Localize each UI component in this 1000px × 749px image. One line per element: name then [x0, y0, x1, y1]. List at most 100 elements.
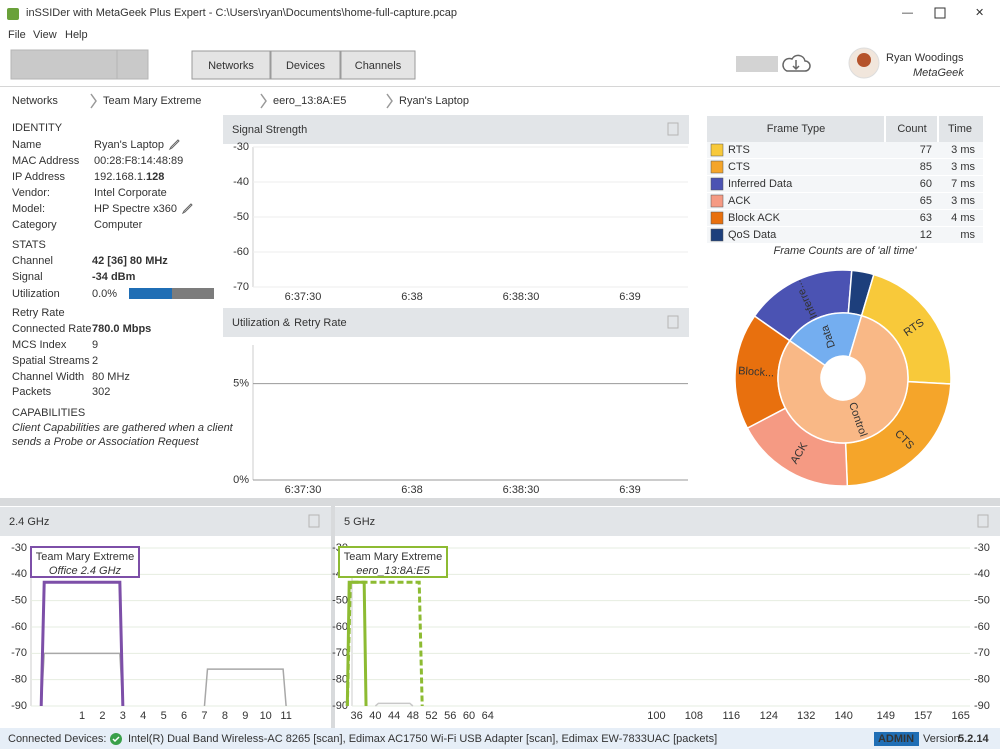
x-tick-label: 52: [425, 710, 437, 722]
x-tick-label: 108: [685, 710, 703, 722]
frame-type: CTS: [728, 161, 750, 173]
network-label-box[interactable]: [338, 546, 448, 578]
status-devices: Intel(R) Dual Band Wireless-AC 8265 [sca…: [128, 733, 717, 745]
close-button[interactable]: ✕: [975, 7, 984, 19]
x-tick-label: 56: [444, 710, 456, 722]
tab-button[interactable]: [340, 50, 416, 80]
disabled-button: [10, 49, 149, 80]
breadcrumb-item[interactable]: Team Mary Extreme: [103, 95, 201, 107]
minimize-button[interactable]: —: [902, 7, 913, 19]
x-tick-label: 6:39: [619, 291, 640, 303]
sunburst-inner[interactable]: [777, 314, 909, 444]
row-bg: [707, 210, 983, 226]
y-tick-label: -30: [11, 542, 27, 554]
network-ssid: Team Mary Extreme: [36, 551, 134, 563]
y-tick-label: -90: [332, 700, 348, 712]
field-value: 80 MHz: [92, 371, 130, 383]
splitter: [331, 506, 335, 728]
field-label: Packets: [12, 386, 52, 398]
splitter: [0, 498, 1000, 506]
copy-icon[interactable]: [977, 514, 989, 528]
field-value: 00:28:F8:14:48:89: [94, 155, 183, 167]
color-swatch: [710, 177, 724, 191]
x-tick-label: 5: [161, 710, 167, 722]
copy-icon[interactable]: [667, 315, 679, 329]
x-tick-label: 6: [181, 710, 187, 722]
sunburst-inner[interactable]: [788, 312, 863, 367]
column-header[interactable]: Time: [948, 123, 972, 135]
y-tick-label: -50: [332, 595, 348, 607]
network-shape[interactable]: [345, 580, 424, 707]
x-tick-label: 48: [407, 710, 419, 722]
network-shape[interactable]: [203, 668, 287, 707]
sync-box: [736, 56, 778, 72]
network-label-box[interactable]: [30, 546, 140, 578]
edit-icon[interactable]: [181, 203, 193, 215]
section-heading: CAPABILITIES: [12, 407, 85, 419]
tab-label[interactable]: Devices: [286, 60, 326, 72]
breadcrumb-item[interactable]: eero_13:8A:E5: [273, 95, 346, 107]
row-bg: [707, 142, 983, 158]
copy-icon[interactable]: [308, 514, 320, 528]
tab-button[interactable]: [270, 50, 341, 80]
chart-title: Retry Rate: [294, 317, 347, 329]
network-shape[interactable]: [374, 702, 414, 707]
row-bg: [707, 159, 983, 175]
row-bg: [707, 227, 983, 243]
frame-count: 65: [920, 195, 932, 207]
tab-button[interactable]: [191, 50, 271, 80]
frame-type: Block ACK: [728, 212, 781, 224]
column-header[interactable]: Count: [897, 123, 926, 135]
menu-item[interactable]: Help: [65, 29, 88, 41]
menu-item[interactable]: View: [33, 29, 57, 41]
y-tick-label: -80: [11, 674, 27, 686]
utilization-bar-rest: [172, 288, 214, 299]
network-ssid: Team Mary Extreme: [344, 551, 442, 563]
maximize-button[interactable]: [934, 7, 946, 19]
network-subtitle: eero_13:8A:E5: [356, 565, 430, 577]
sunburst-label: Block...: [738, 365, 775, 379]
x-tick-label: 44: [388, 710, 400, 722]
y-tick-label: -50: [233, 211, 249, 223]
network-shape[interactable]: [345, 580, 368, 707]
tab-label[interactable]: Channels: [355, 60, 402, 72]
y-tick-label: -70: [11, 647, 27, 659]
x-tick-label: 6:38: [401, 291, 422, 303]
frame-type: Inferred Data: [728, 178, 793, 190]
field-label: Signal: [12, 271, 43, 283]
x-tick-label: 149: [877, 710, 895, 722]
frame-count: 77: [920, 144, 932, 156]
field-label: Channel: [12, 255, 53, 267]
field-label: Category: [12, 219, 57, 231]
x-tick-label: 6:38:30: [503, 291, 540, 303]
panel-title: 2.4 GHz: [9, 516, 49, 528]
x-tick-label: 2: [99, 710, 105, 722]
color-swatch: [710, 211, 724, 225]
y-tick-label: 0%: [233, 474, 249, 486]
separator: [0, 86, 1000, 87]
y-tick-label: -40: [233, 176, 249, 188]
network-shape[interactable]: [39, 580, 125, 707]
color-swatch: [710, 228, 724, 242]
chart-title: Signal Strength: [232, 124, 307, 136]
edit-icon[interactable]: [168, 139, 180, 151]
tab-label[interactable]: Networks: [208, 60, 254, 72]
y-tick-label: -80: [332, 674, 348, 686]
y-tick-label: -60: [11, 621, 27, 633]
field-value: Computer: [94, 219, 143, 231]
field-value: 128: [146, 171, 164, 183]
field-label: Utilization: [12, 288, 60, 300]
field-label: Spatial Streams: [12, 355, 90, 367]
y-tick-label: -40: [11, 568, 27, 580]
field-value: 302: [92, 386, 110, 398]
field-label: Retry Rate: [12, 307, 65, 319]
column-header[interactable]: Frame Type: [767, 123, 826, 135]
x-tick-label: 124: [760, 710, 778, 722]
status-label: Connected Devices:: [8, 733, 106, 745]
cloud-icon[interactable]: [782, 54, 811, 72]
copy-icon[interactable]: [667, 122, 679, 136]
breadcrumb-item[interactable]: Networks: [12, 95, 58, 107]
menu-item[interactable]: File: [8, 29, 26, 41]
status-bar: [0, 728, 1000, 749]
